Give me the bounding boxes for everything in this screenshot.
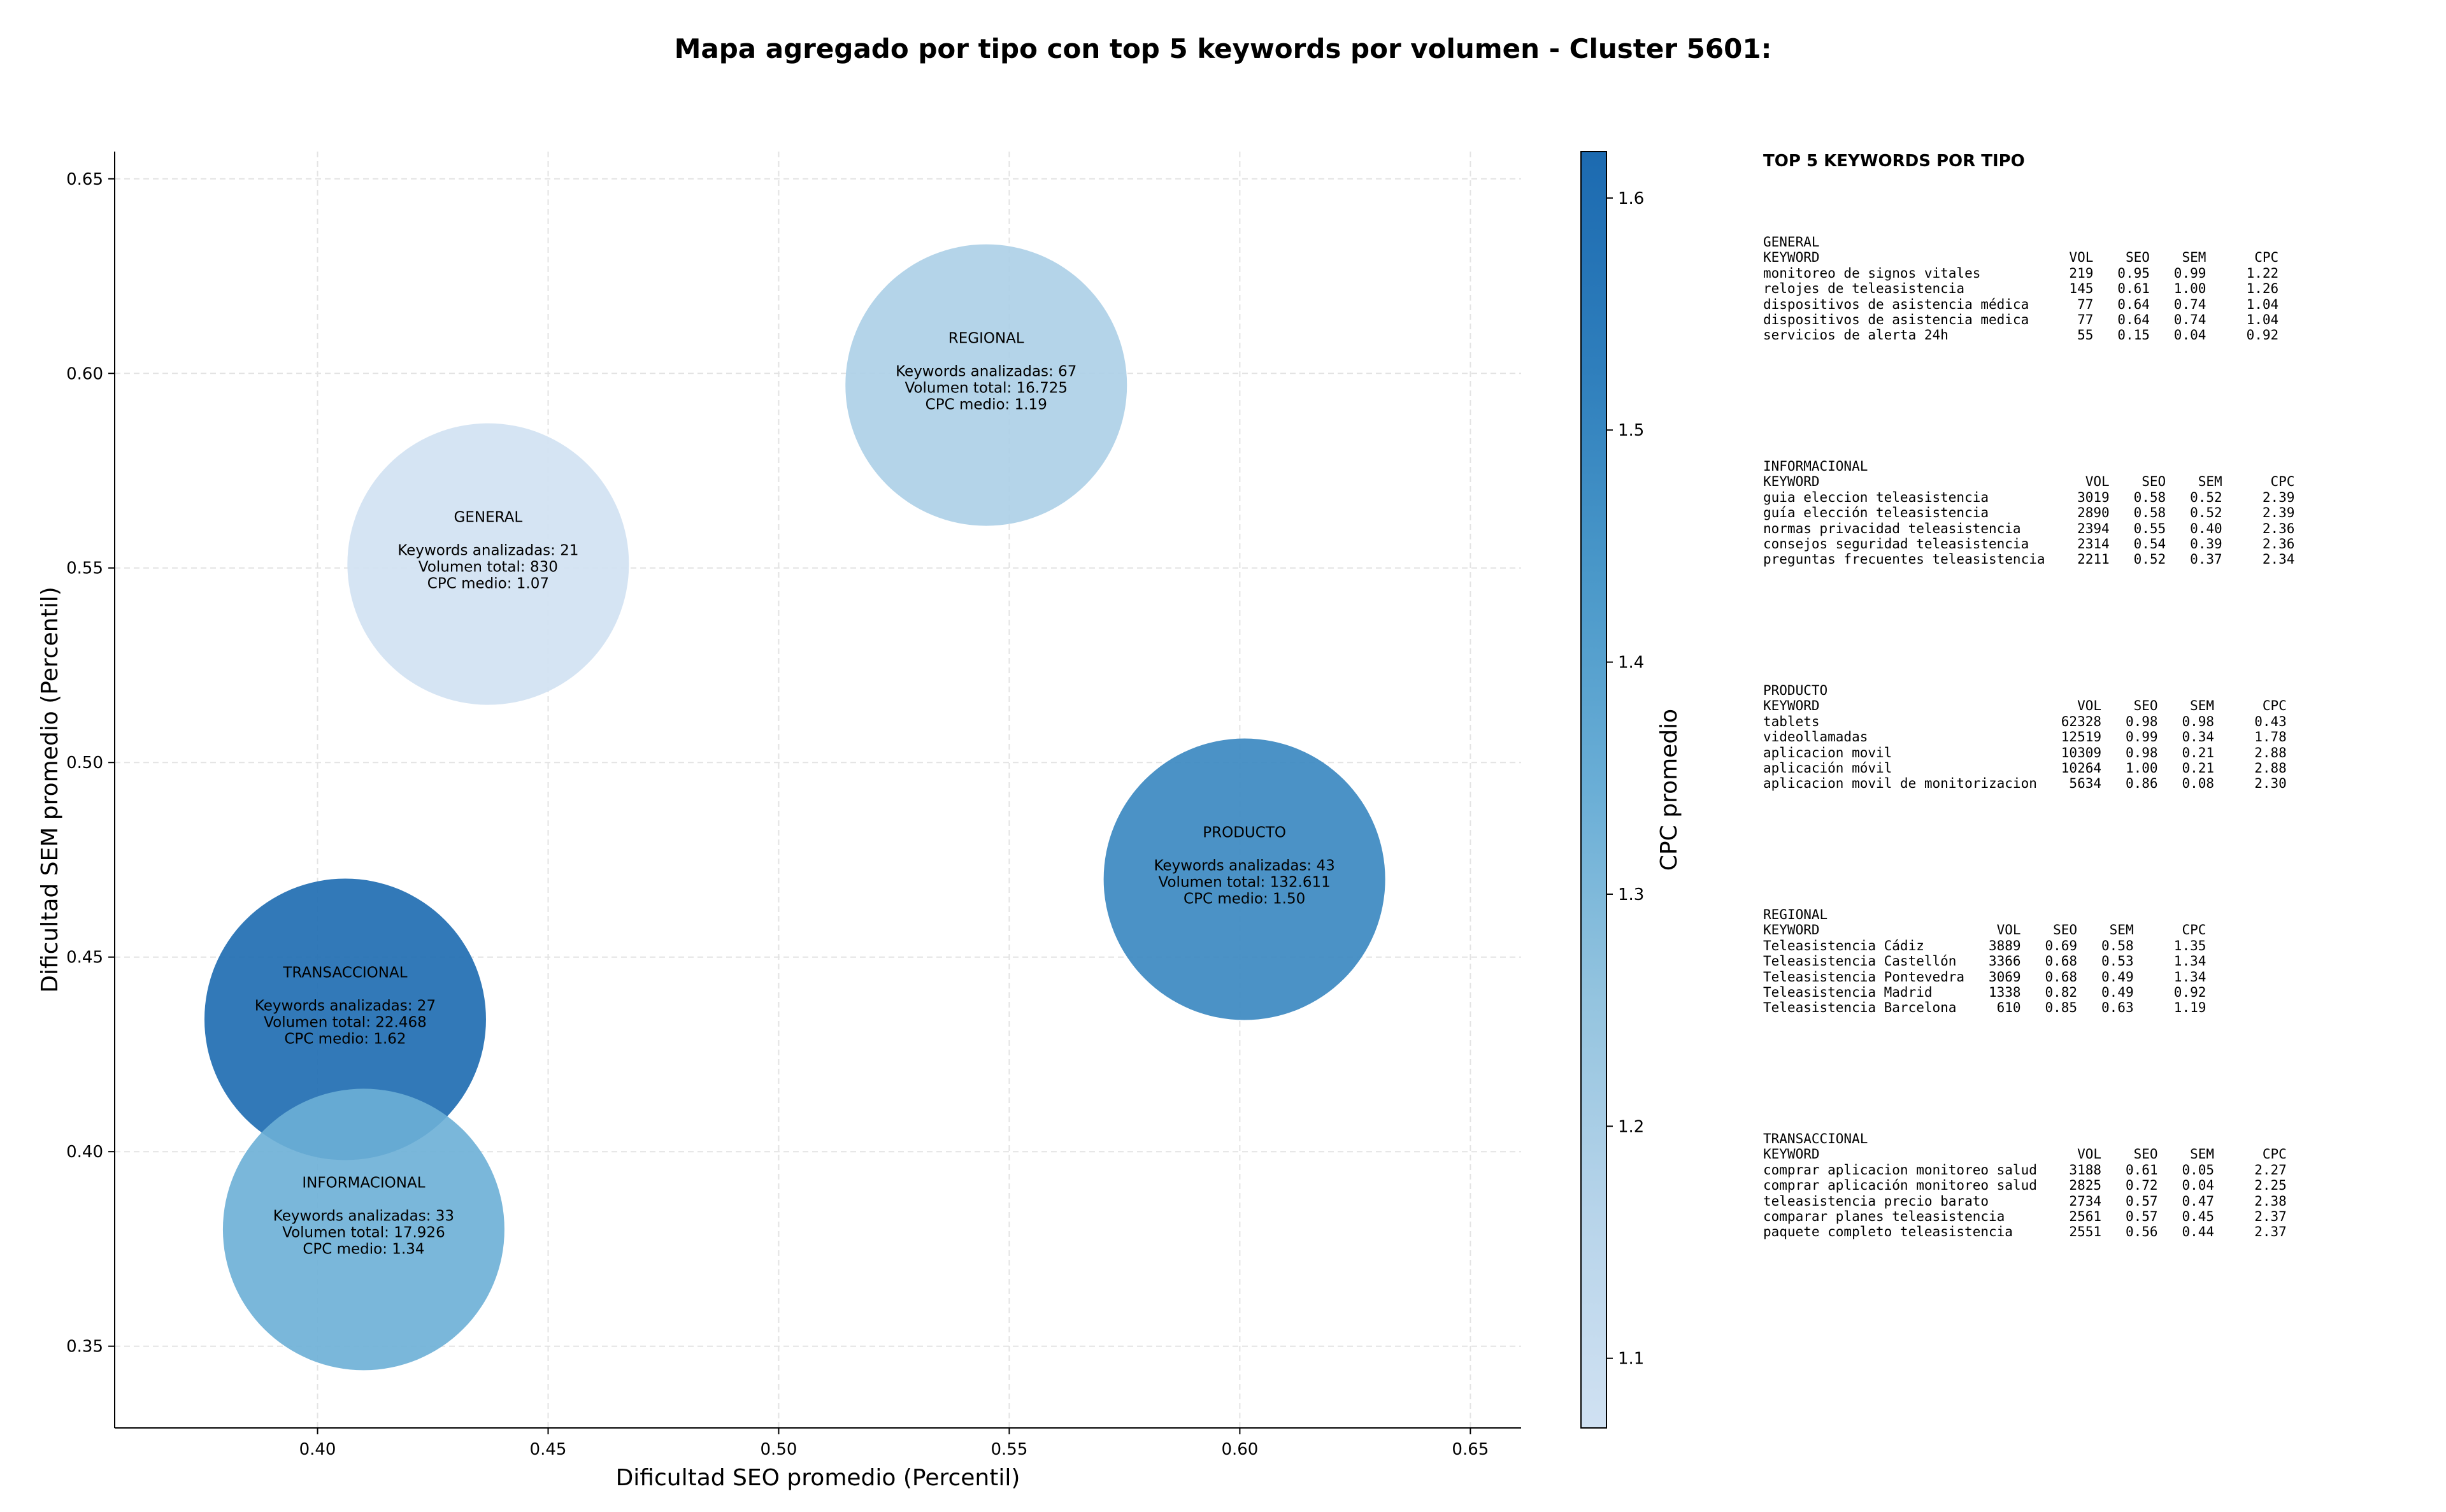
x-tick-label: 0.40 xyxy=(299,1440,336,1459)
bubble-label: Keywords analizadas: 33 xyxy=(273,1208,454,1224)
y-tick-label: 0.40 xyxy=(66,1143,103,1162)
y-tick-label: 0.55 xyxy=(66,559,103,578)
bubble-label: CPC medio: 1.07 xyxy=(427,576,549,592)
bubble-label: Volumen total: 830 xyxy=(418,559,558,576)
bubble-label: TRANSACCIONAL xyxy=(282,964,407,981)
bubble-label: Volumen total: 132.611 xyxy=(1159,874,1331,891)
x-tick-label: 0.45 xyxy=(530,1440,567,1459)
x-tick-label: 0.65 xyxy=(1452,1440,1489,1459)
colorbar-tick-label: 1.1 xyxy=(1618,1350,1644,1369)
keyword-table-transaccional: TRANSACCIONAL KEYWORD VOL SEO SEM CPC co… xyxy=(1763,1131,2438,1355)
bubble-label: Volumen total: 16.725 xyxy=(905,380,1068,397)
bubble-producto xyxy=(1103,738,1385,1020)
bubble-layer xyxy=(204,244,1385,1371)
bubble-informacional xyxy=(222,1088,504,1371)
bubble-label: Keywords analizadas: 21 xyxy=(397,543,578,559)
bubble-label: PRODUCTO xyxy=(1203,825,1286,841)
x-axis-label: Dificultad SEO promedio (Percentil) xyxy=(616,1465,1020,1491)
x-tick-label: 0.60 xyxy=(1221,1440,1258,1459)
bubble-transaccional xyxy=(204,878,486,1160)
x-tick-label: 0.50 xyxy=(761,1440,797,1459)
keyword-table-general: GENERAL KEYWORD VOL SEO SEM CPC monitore… xyxy=(1763,234,2438,459)
bubble-label: CPC medio: 1.19 xyxy=(926,397,1047,413)
chart-title: Mapa agregado por tipo con top 5 keyword… xyxy=(674,33,1772,64)
y-axis-label: Dificultad SEM promedio (Percentil) xyxy=(37,587,63,993)
bubble-label: CPC medio: 1.62 xyxy=(284,1031,406,1047)
bubble-regional xyxy=(845,244,1127,526)
bubble-label: REGIONAL xyxy=(948,331,1024,347)
keyword-table-regional: REGIONAL KEYWORD VOL SEO SEM CPC Teleasi… xyxy=(1763,907,2438,1131)
bubble-label: Keywords analizadas: 27 xyxy=(255,997,436,1014)
bubble-label: Volumen total: 22.468 xyxy=(264,1014,427,1031)
bubble-label: Keywords analizadas: 67 xyxy=(896,364,1076,380)
keyword-table-text: REGIONAL KEYWORD VOL SEO SEM CPC Teleasi… xyxy=(1763,907,2206,1016)
colorbar-scale xyxy=(1580,151,1607,1429)
panel-title: TOP 5 KEYWORDS POR TIPO xyxy=(1763,152,2025,171)
colorbar-label: CPC promedio xyxy=(1656,709,1682,871)
keyword-table-producto: PRODUCTO KEYWORD VOL SEO SEM CPC tablets… xyxy=(1763,683,2438,907)
bubble-label: GENERAL xyxy=(454,510,523,526)
bubble-label: CPC medio: 1.34 xyxy=(303,1241,424,1257)
y-tick-label: 0.50 xyxy=(66,753,103,773)
colorbar-tick-label: 1.2 xyxy=(1618,1117,1644,1136)
y-tick-label: 0.35 xyxy=(66,1337,103,1357)
keyword-table-text: INFORMACIONAL KEYWORD VOL SEO SEM CPC gu… xyxy=(1763,459,2295,567)
colorbar: 1.1 1.2 1.3 1.4 1.5 1.6 CPC promedio xyxy=(1580,151,1682,1429)
bubble-label: INFORMACIONAL xyxy=(302,1174,425,1191)
bubble-general xyxy=(347,423,629,705)
bubble-label: CPC medio: 1.50 xyxy=(1184,891,1305,908)
colorbar-tick-label: 1.3 xyxy=(1618,885,1644,904)
y-tick-label: 0.45 xyxy=(66,948,103,967)
bubble-label: Keywords analizadas: 43 xyxy=(1154,858,1335,874)
bubble-label: Volumen total: 17.926 xyxy=(282,1224,445,1241)
y-tick-label: 0.65 xyxy=(66,170,103,189)
axes: 0.40 0.45 0.50 0.55 0.60 0.65 0.35 0.40 0.45 0.50… xyxy=(37,152,1521,1491)
x-tick-label: 0.55 xyxy=(991,1440,1027,1459)
colorbar-tick-label: 1.5 xyxy=(1618,421,1644,440)
top-keywords-panel: TOP 5 KEYWORDS POR TIPO GENERAL KEYWORD … xyxy=(1763,152,2438,1355)
keyword-table-informacional: INFORMACIONAL KEYWORD VOL SEO SEM CPC gu… xyxy=(1763,459,2438,683)
colorbar-tick-label: 1.6 xyxy=(1618,189,1644,208)
keyword-table-text: PRODUCTO KEYWORD VOL SEO SEM CPC tablets… xyxy=(1763,683,2287,792)
keyword-table-text: TRANSACCIONAL KEYWORD VOL SEO SEM CPC co… xyxy=(1763,1131,2287,1240)
keyword-table-text: GENERAL KEYWORD VOL SEO SEM CPC monitore… xyxy=(1763,234,2279,343)
colorbar-tick-label: 1.4 xyxy=(1618,653,1644,673)
y-tick-label: 0.60 xyxy=(66,364,103,383)
